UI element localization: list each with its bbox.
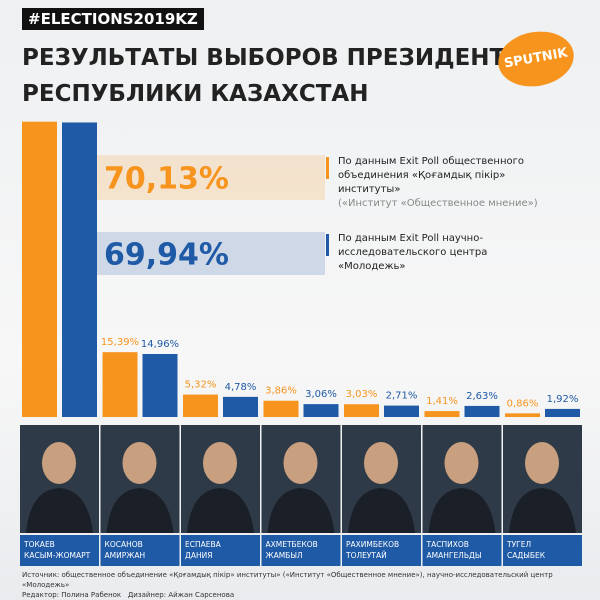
photo-head [203,442,237,484]
bar [263,400,299,417]
value-label: 3,03% [346,389,378,400]
name-box [342,535,421,566]
photo-head [525,442,559,484]
value-label: 4,78% [225,382,257,393]
value-label: 0,86% [507,398,539,409]
bar [303,404,339,417]
bar [505,413,540,417]
photo-head [283,442,318,484]
photo-head [444,442,479,484]
photo-head [364,442,398,484]
bar [344,404,379,417]
hashtag: #ELECTIONS2019KZ [22,8,204,30]
source: Источник: общественное объединение «Қоға… [22,571,553,589]
photo-head [122,442,157,484]
legend-value: 69,94% [104,238,229,273]
legend-text: По данным Exit Poll общественного объеди… [338,155,568,211]
legend-band [97,155,325,200]
photo-suit [187,488,254,533]
value-label: 3,86% [265,386,297,397]
bar [384,405,419,417]
credits: Редактор: Полина Рабенок Дизайнер: Айжан… [22,591,235,599]
bar [223,396,258,417]
legend-marker [326,157,329,179]
legend-band [97,232,325,275]
value-label: 2,63% [466,391,498,402]
legend-label: По данным Exit Poll научно-исследователь… [338,233,488,272]
bar [545,408,580,417]
bar [142,353,178,417]
candidate-name: ТУГЕЛ САДЫБЕК [507,540,546,560]
photo-suit [348,488,415,533]
photo-head [42,442,76,484]
legend-label: По данным Exit Poll общественного объеди… [338,156,524,195]
candidate-name: ТАСПИХОВ АМАНГЕЛЬДЫ [426,540,482,560]
footer: Источник: общественное объединение «Қоға… [22,570,592,600]
name-box [100,535,180,566]
legend-marker [326,234,329,256]
bar [464,405,500,417]
candidate-name: ЕСПАЕВА ДАНИЯ [185,540,221,560]
photo-suit [267,488,335,533]
candidate-name: АХМЕТБЕКОВ ЖАМБЫЛ [265,540,318,560]
value-label: 1,41% [426,396,458,407]
bar [62,122,97,418]
legend-value: 70,13% [104,162,229,197]
candidate-name: КОСАНОВ АМИРЖАН [104,540,146,560]
name-box [422,535,502,566]
bar [424,411,460,417]
photo-suit [26,488,93,533]
photo-suit [428,488,496,533]
value-label: 2,71% [386,391,418,402]
name-box [20,535,99,566]
candidate-name: РАХИМБЕКОВ ТОЛЕУТАЙ [346,540,400,560]
value-label: 14,96% [141,339,179,350]
photo-suit [509,488,576,533]
value-label: 5,32% [185,380,217,391]
legend-note: («Институт «Общественное мнение») [338,198,538,209]
photo-suit [106,488,174,533]
value-label: 15,39% [101,337,139,348]
bar [22,121,57,417]
name-box [503,535,582,566]
name-box [181,535,260,566]
value-label: 1,92% [547,394,579,405]
bar [183,394,218,417]
value-label: 3,06% [305,389,337,400]
candidate-name: ТОКАЕВ КАСЫМ-ЖОМАРТ [24,540,91,560]
name-box [261,535,341,566]
chart-title: РЕЗУЛЬТАТЫ ВЫБОРОВ ПРЕЗИДЕНТА РЕСПУБЛИКИ… [22,45,524,107]
bar [102,352,138,417]
